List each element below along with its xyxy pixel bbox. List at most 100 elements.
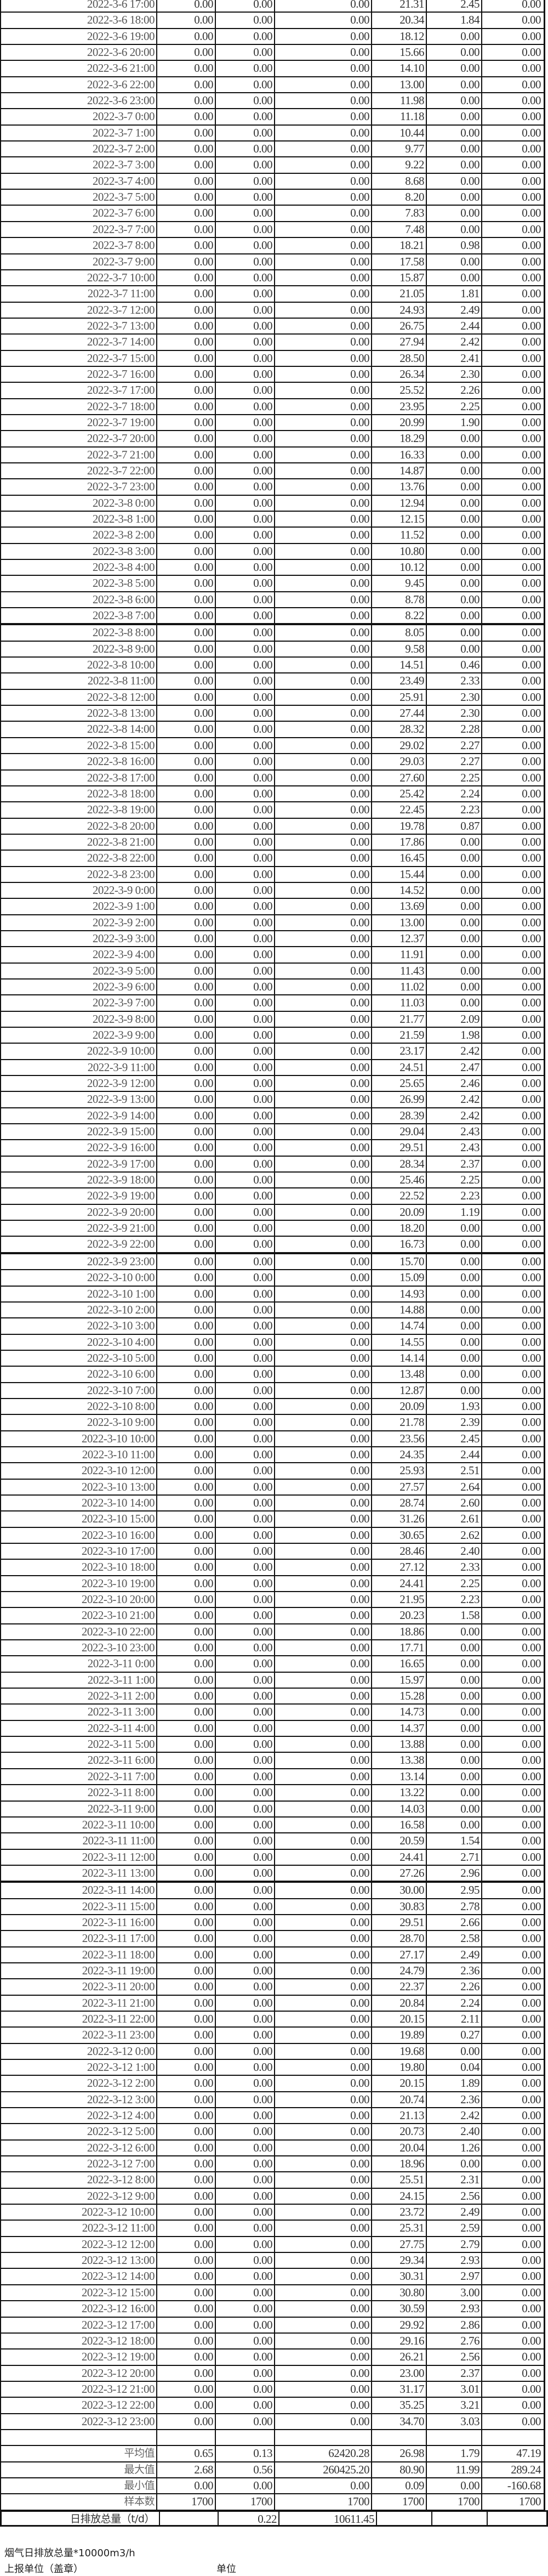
value-cell: 0.00	[427, 77, 482, 93]
value-cell: 11.91	[372, 947, 427, 963]
value-cell: 0.00	[275, 1817, 372, 1833]
value-cell: 0.00	[216, 867, 275, 882]
value-cell: 0.00	[275, 1640, 372, 1656]
value-cell: 0.00	[522, 948, 541, 961]
value-cell: 26.34	[372, 366, 427, 382]
value-cell: 0.00	[522, 883, 541, 897]
value-cell: 0.00	[522, 1108, 541, 1122]
value-cell: 0.00	[216, 2188, 275, 2204]
value-cell: 2.93	[427, 2253, 482, 2268]
table-row: 2022-3-12 11:00 0.00 0.00 0.00 25.31 2.59 0.00	[1, 2221, 544, 2237]
table-row: 2022-3-7 8:00 0.00 0.00 0.00 18.21 0.98 0.00	[1, 238, 544, 254]
table-row: 2022-3-12 2:00 0.00 0.00 0.00 20.15 1.89 0.00	[1, 2076, 544, 2092]
value-cell: 21.77	[372, 1011, 427, 1027]
value-cell: 2.23	[427, 1592, 482, 1607]
value-cell: 27.12	[372, 1560, 427, 1575]
value-cell: 0.00	[522, 2109, 541, 2122]
table-row: 2022-3-8 21:00 0.00 0.00 0.00 17.86 0.00 0.00	[1, 834, 544, 851]
value-cell: 0.00	[522, 1447, 541, 1461]
timestamp-cell: 2022-3-7 12:00	[1, 302, 157, 318]
value-cell: 14.55	[372, 1334, 427, 1350]
value-cell: 0.00	[427, 157, 482, 173]
value-cell: 2.40	[427, 1544, 482, 1559]
value-cell: 0.00	[522, 254, 541, 268]
timestamp-cell: 2022-3-9 16:00	[1, 1140, 157, 1156]
value-cell: 0.00	[157, 2414, 216, 2429]
value-cell: 0.00	[522, 1060, 541, 1074]
value-cell: 16.73	[372, 1237, 427, 1252]
value-cell: 0.00	[216, 899, 275, 914]
value-cell: 26.21	[372, 2349, 427, 2365]
value-cell: 0.00	[157, 754, 216, 769]
value-cell: 0.00	[216, 689, 275, 705]
value-cell: 13.22	[372, 1785, 427, 1801]
value-cell: 1.19	[427, 1204, 482, 1220]
value-cell: 0.00	[427, 1801, 482, 1816]
value-cell: 2.37	[427, 1156, 482, 1172]
flue-gas-note: 烟气日排放总量*10000m3/h	[4, 2547, 135, 2559]
stats-row: 平均值 0.65 0.13 62420.28 26.98 1.79 47.19	[1, 2446, 544, 2462]
table-row: 2022-3-6 21:00 0.00 0.00 0.00 14.10 0.00 0.00	[1, 61, 544, 77]
value-cell: 0.00	[522, 190, 541, 204]
timestamp-cell: 2022-3-10 7:00	[1, 1383, 157, 1398]
value-cell: 0.00	[275, 1963, 372, 1979]
value-cell: 0.00	[522, 2285, 541, 2299]
value-cell: 0.00	[216, 318, 275, 334]
table-row: 2022-3-7 2:00 0.00 0.00 0.00 9.77 0.00 0.00	[1, 141, 544, 158]
value-cell: 0.00	[522, 1028, 541, 1041]
value-cell: 0.00	[275, 125, 372, 141]
table-row: 2022-3-8 0:00 0.00 0.00 0.00 12.94 0.00 0.00	[1, 495, 544, 512]
timestamp-cell: 2022-3-10 0:00	[1, 1270, 157, 1286]
value-cell: 2.24	[427, 786, 482, 802]
value-cell: 0.00	[216, 1173, 275, 1188]
value-cell: 0.00	[157, 1334, 216, 1350]
value-cell: 0.00	[522, 1850, 541, 1864]
timestamp-cell: 2022-3-9 15:00	[1, 1124, 157, 1140]
value-cell: 0.00	[275, 1108, 372, 1124]
timestamp-cell: 2022-3-9 23:00	[1, 1254, 157, 1270]
value-cell: 0.00	[216, 1624, 275, 1640]
value-cell: 0.00	[157, 512, 216, 527]
value-cell: 20.23	[372, 1608, 427, 1623]
value-cell: 2.26	[427, 1979, 482, 1995]
value-cell: 0.00	[157, 2333, 216, 2349]
table-row: 2022-3-10 11:00 0.00 0.00 0.00 24.35 2.44 0.00	[1, 1447, 544, 1464]
daily-total-row: 日排放总量（t/d） 0.22 10611.45	[0, 2510, 548, 2527]
value-cell: 0.00	[157, 592, 216, 608]
value-cell: 0.00	[522, 2318, 541, 2331]
value-cell: 0.00	[216, 1801, 275, 1816]
value-cell: 0.00	[157, 2269, 216, 2284]
value-cell: 0.00	[216, 1254, 275, 1270]
value-cell: 0.00	[157, 383, 216, 398]
timestamp-cell: 2022-3-9 8:00	[1, 1011, 157, 1027]
value-cell: 0.00	[157, 2188, 216, 2204]
value-cell: 0.00	[522, 1189, 541, 1203]
value-cell: 0.00	[522, 899, 541, 913]
value-cell: 0.00	[522, 94, 541, 107]
value-cell: 0.00	[427, 851, 482, 866]
value-cell: 0.00	[427, 560, 482, 575]
timestamp-cell: 2022-3-12 1:00	[1, 2060, 157, 2075]
value-cell: 0.00	[157, 1108, 216, 1124]
table-row: 2022-3-11 14:00 0.00 0.00 0.00 30.00 2.95 0.00	[1, 1883, 544, 1899]
value-cell: 0.00	[216, 2237, 275, 2252]
value-cell: 0.00	[522, 1480, 541, 1493]
value-cell: 0.00	[216, 931, 275, 947]
table-row: 2022-3-9 11:00 0.00 0.00 0.00 24.51 2.47 0.00	[1, 1060, 544, 1077]
value-cell: 0.00	[522, 1609, 541, 1622]
value-cell: 0.00	[427, 1318, 482, 1334]
value-cell: 0.00	[275, 2076, 372, 2091]
value-cell: 0.00	[275, 1076, 372, 1091]
table-row: 2022-3-9 23:00 0.00 0.00 0.00 15.70 0.00 0.00	[1, 1254, 544, 1271]
value-cell: 0.00	[522, 592, 541, 606]
value-cell: 0.00	[275, 2205, 372, 2220]
value-cell: 0.00	[216, 2301, 275, 2317]
value-cell: 0.00	[275, 1334, 372, 1350]
value-cell: 0.00	[275, 1028, 372, 1043]
timestamp-cell: 2022-3-12 8:00	[1, 2172, 157, 2188]
value-cell: 3.01	[427, 2381, 482, 2397]
value-cell: 0.00	[522, 222, 541, 236]
value-cell: 0.00	[427, 641, 482, 657]
value-cell: 0.00	[275, 899, 372, 914]
value-cell: 0.00	[216, 335, 275, 350]
